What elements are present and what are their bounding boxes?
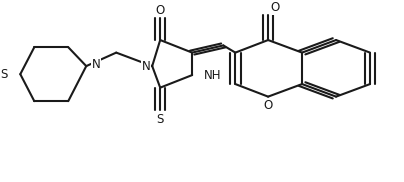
Text: O: O [156,4,165,17]
Text: NH: NH [203,69,221,82]
Text: O: O [271,1,280,14]
Text: N: N [92,58,101,71]
Text: S: S [0,68,7,81]
Text: N: N [142,60,151,73]
Text: S: S [156,113,164,126]
Text: O: O [263,99,273,112]
